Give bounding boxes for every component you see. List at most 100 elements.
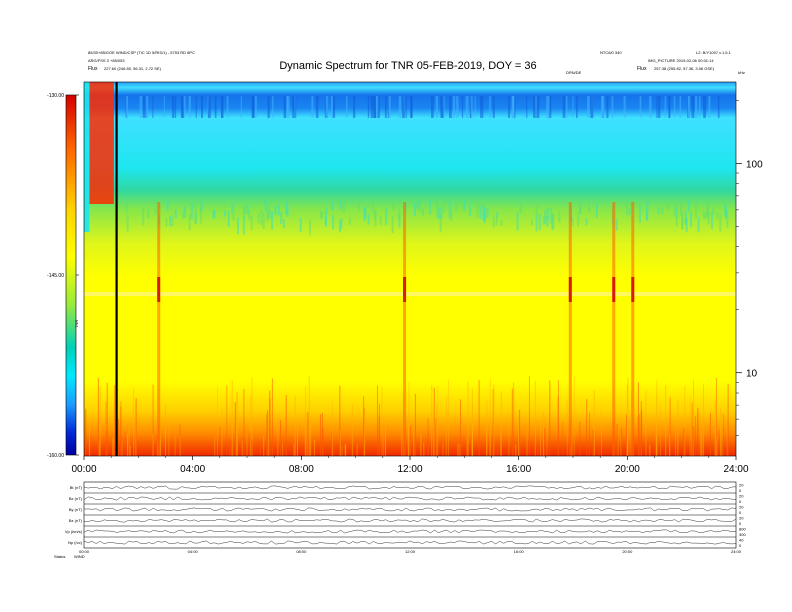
spectral-texture [703,96,707,118]
spectral-texture [267,411,269,456]
spectral-texture [565,96,568,118]
spectral-texture [625,414,627,456]
spectral-texture [562,96,566,118]
spectral-texture [319,210,322,220]
spectral-texture [179,436,181,456]
spectral-texture [332,96,336,118]
spectral-texture [126,96,129,118]
panel-right-tick-label: 0 [739,499,742,504]
spectral-texture [296,418,298,456]
spectral-texture [675,216,678,227]
spectral-texture [659,405,661,456]
spectral-texture [579,422,581,456]
spectral-texture [174,209,177,219]
spectral-texture [590,96,594,118]
panel-time-tick-label: 16:00 [514,549,525,554]
spectral-texture [214,96,217,118]
spectral-texture [391,215,394,234]
spectral-band [84,292,736,296]
spectral-texture [242,217,245,235]
intense-emission [84,82,90,232]
spectral-texture [381,386,383,456]
spectral-texture [398,208,401,220]
spectral-texture [383,434,385,456]
spectral-texture [449,96,452,118]
spectral-texture [114,385,116,456]
spectral-texture [546,418,548,456]
spectral-texture [695,96,698,118]
spectral-texture [586,399,588,456]
spectral-texture [237,392,239,456]
spectral-texture [726,425,728,456]
spectral-texture [492,96,495,118]
spectral-texture [661,206,664,215]
header-left-flux-value: 227.60 (246.80, 56.31, 2.72 SE) [104,66,162,71]
spectral-texture [694,416,696,456]
spectral-texture [311,96,314,118]
spectral-texture [332,440,334,456]
spectral-texture [723,414,725,456]
panel-right-tick-label: 0 [739,488,742,493]
intense-emission [89,82,114,204]
panel-time-tick-label: 20:00 [622,549,633,554]
header-corner-small: kHz [738,70,745,75]
panel-right-tick-label: 800 [739,526,746,531]
spectral-texture [500,391,502,456]
spectral-texture [512,96,515,118]
spectral-texture [251,377,253,456]
spectral-texture [492,435,494,456]
spectral-texture [120,400,122,456]
spectral-texture [128,424,130,456]
spectral-texture [378,403,380,456]
spectral-texture [535,214,538,232]
header-right-line2: IMG_PICTURE 2019-02-06 00:01:14 [648,58,714,63]
spectral-texture [480,96,482,118]
spectral-texture [262,212,265,229]
spectral-texture [299,218,302,232]
spectral-texture [231,204,234,214]
spectral-texture [684,385,686,456]
panel-right-tick-label: 20 [739,504,744,509]
header-left-line2: ARG/FSS 3 +85/053 [88,58,125,63]
panel-trace [83,485,737,490]
chart-title: Dynamic Spectrum for TNR 05-FEB-2019, DO… [279,60,536,72]
spectral-texture [691,402,693,456]
x-tick-label: 00:00 [71,464,96,475]
spectral-texture [656,391,658,456]
spectral-texture [388,96,391,118]
spectral-texture [549,380,551,456]
spectral-texture [243,389,245,456]
spectral-texture [182,96,186,118]
spectral-texture [530,219,533,226]
spectral-texture [655,434,657,456]
spectral-texture [325,206,328,214]
spectral-texture [615,218,618,231]
spectral-texture [441,96,444,118]
spectral-texture [292,96,295,118]
spectral-texture [544,428,546,456]
radio-burst [157,202,161,456]
spectral-texture [226,96,229,118]
spectral-texture [534,96,537,118]
spectral-texture [637,416,639,456]
spectral-texture [513,382,515,456]
spectral-texture [272,96,274,118]
spectral-texture [190,203,193,220]
spectral-texture [517,418,519,456]
spectral-texture [419,200,422,212]
panel-trace [83,507,737,512]
spectral-texture [437,385,439,456]
spectral-texture [436,404,438,456]
spectral-texture [295,96,297,118]
radio-burst-core [631,277,635,302]
panel-label: By (nT) [69,507,83,512]
spectral-texture [139,96,143,118]
spectral-texture [471,440,473,456]
spectral-texture [407,414,409,456]
spectral-texture [414,394,416,456]
spectral-texture [263,436,265,456]
spectral-texture [351,404,353,456]
spectral-texture [486,430,488,456]
spectral-texture [495,217,498,226]
spectral-texture [496,211,499,218]
